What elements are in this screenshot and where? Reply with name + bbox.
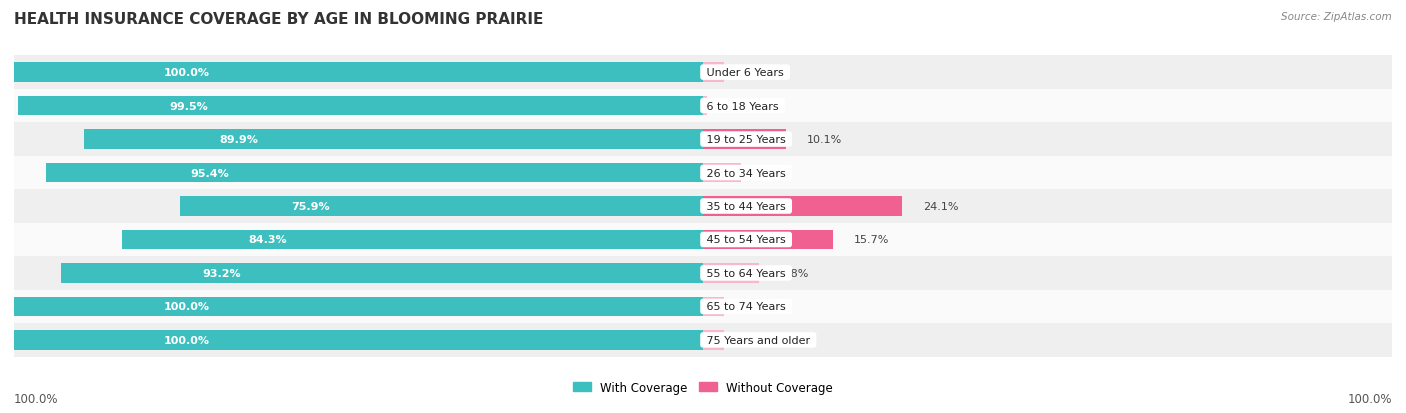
- Text: 0.48%: 0.48%: [728, 101, 763, 112]
- Bar: [180, 197, 703, 216]
- Text: 35 to 44 Years: 35 to 44 Years: [703, 202, 789, 211]
- Text: 15.7%: 15.7%: [853, 235, 889, 245]
- Bar: [703, 130, 786, 150]
- Bar: [14, 290, 1392, 323]
- Bar: [703, 263, 759, 283]
- Text: 75 Years and older: 75 Years and older: [703, 335, 814, 345]
- Bar: [14, 190, 1392, 223]
- Text: 99.5%: 99.5%: [170, 101, 208, 112]
- Text: 6 to 18 Years: 6 to 18 Years: [703, 101, 782, 112]
- Text: 10.1%: 10.1%: [807, 135, 842, 145]
- Text: 75.9%: 75.9%: [291, 202, 330, 211]
- Bar: [703, 97, 707, 116]
- Bar: [60, 263, 703, 283]
- Bar: [83, 130, 703, 150]
- Text: 0.0%: 0.0%: [744, 335, 772, 345]
- Text: 100.0%: 100.0%: [163, 68, 209, 78]
- Bar: [46, 164, 703, 183]
- Text: 95.4%: 95.4%: [191, 168, 229, 178]
- Text: 100.0%: 100.0%: [14, 392, 59, 405]
- Text: 100.0%: 100.0%: [163, 301, 209, 312]
- Bar: [14, 63, 703, 83]
- Bar: [14, 90, 1392, 123]
- Bar: [14, 157, 1392, 190]
- Text: 24.1%: 24.1%: [922, 202, 959, 211]
- Text: HEALTH INSURANCE COVERAGE BY AGE IN BLOOMING PRAIRIE: HEALTH INSURANCE COVERAGE BY AGE IN BLOO…: [14, 12, 544, 27]
- Bar: [14, 323, 1392, 357]
- Text: 0.0%: 0.0%: [744, 301, 772, 312]
- Text: 0.0%: 0.0%: [744, 68, 772, 78]
- Bar: [703, 230, 832, 249]
- Bar: [14, 223, 1392, 256]
- Bar: [17, 97, 703, 116]
- Text: 93.2%: 93.2%: [202, 268, 240, 278]
- Bar: [703, 197, 903, 216]
- Legend: With Coverage, Without Coverage: With Coverage, Without Coverage: [568, 376, 838, 399]
- Bar: [14, 56, 1392, 90]
- Text: Source: ZipAtlas.com: Source: ZipAtlas.com: [1281, 12, 1392, 22]
- Text: 89.9%: 89.9%: [219, 135, 257, 145]
- Text: 84.3%: 84.3%: [247, 235, 287, 245]
- Text: Under 6 Years: Under 6 Years: [703, 68, 787, 78]
- Text: 4.6%: 4.6%: [762, 168, 790, 178]
- Text: 19 to 25 Years: 19 to 25 Years: [703, 135, 789, 145]
- Text: 100.0%: 100.0%: [163, 335, 209, 345]
- Text: 6.8%: 6.8%: [780, 268, 808, 278]
- Bar: [122, 230, 703, 249]
- Bar: [14, 297, 703, 316]
- Bar: [703, 164, 741, 183]
- Text: 45 to 54 Years: 45 to 54 Years: [703, 235, 789, 245]
- Bar: [14, 256, 1392, 290]
- Bar: [703, 63, 724, 83]
- Bar: [703, 297, 724, 316]
- Text: 26 to 34 Years: 26 to 34 Years: [703, 168, 789, 178]
- Bar: [14, 123, 1392, 157]
- Text: 100.0%: 100.0%: [1347, 392, 1392, 405]
- Text: 65 to 74 Years: 65 to 74 Years: [703, 301, 789, 312]
- Bar: [703, 330, 724, 350]
- Text: 55 to 64 Years: 55 to 64 Years: [703, 268, 789, 278]
- Bar: [14, 330, 703, 350]
